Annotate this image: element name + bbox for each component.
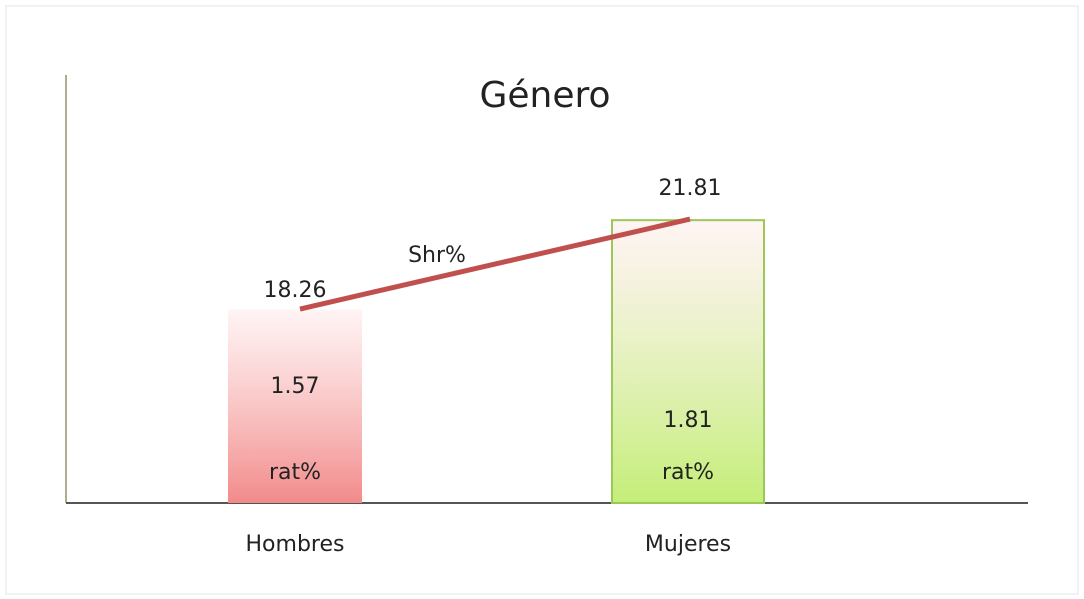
- bar-series-label: rat%: [662, 460, 714, 485]
- bar: [228, 309, 362, 503]
- line-value-label: 18.26: [264, 278, 327, 303]
- chart-title: Género: [479, 75, 610, 116]
- line-series-label: Shr%: [408, 243, 466, 268]
- bar-value-label: 1.57: [271, 374, 320, 399]
- bar-value-label: 1.81: [664, 408, 713, 433]
- x-tick-label: Mujeres: [645, 532, 731, 557]
- bar-series-label: rat%: [269, 460, 321, 485]
- bar: [611, 219, 765, 504]
- line-value-label: 21.81: [659, 176, 722, 201]
- chart-frame: [5, 5, 1079, 595]
- line-series: [299, 216, 691, 312]
- x-tick-label: Hombres: [246, 532, 345, 557]
